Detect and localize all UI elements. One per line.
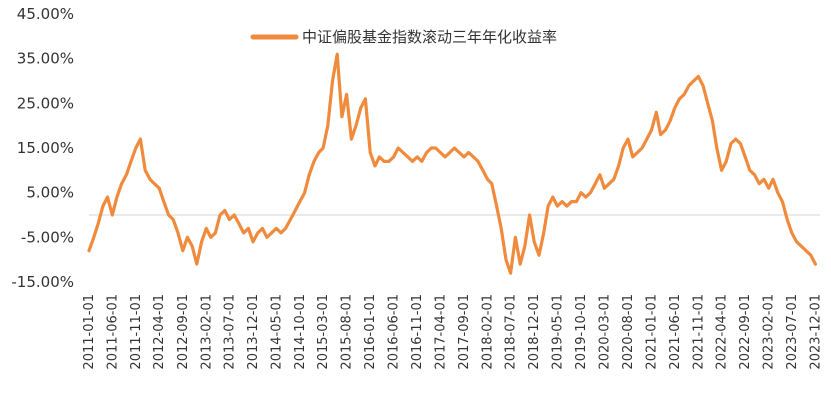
x-tick-label: 2022-04-01	[715, 294, 730, 370]
x-tick-label: 2016-01-01	[363, 294, 378, 370]
x-tick-label: 2012-04-01	[152, 294, 167, 370]
x-tick-label: 2013-02-01	[199, 294, 214, 370]
x-tick-label: 2019-10-01	[574, 294, 589, 370]
y-tick-label: -15.00%	[11, 273, 74, 291]
x-tick-label: 2013-07-01	[222, 294, 237, 370]
x-tick-label: 2011-06-01	[105, 294, 120, 370]
x-tick-label: 2015-03-01	[316, 294, 331, 370]
x-tick-label: 2023-02-01	[762, 294, 777, 370]
x-tick-label: 2018-07-01	[504, 294, 519, 370]
x-tick-label: 2011-11-01	[129, 294, 144, 370]
x-tick-label: 2023-07-01	[785, 294, 800, 370]
y-tick-label: 35.00%	[17, 50, 74, 68]
x-tick-label: 2022-09-01	[738, 294, 753, 370]
series-line	[87, 52, 817, 275]
series-layer	[87, 52, 817, 275]
x-tick-label: 2016-06-01	[387, 294, 402, 370]
legend: 中证偏股基金指数滚动三年年化收益率	[250, 28, 557, 46]
y-tick-label: 45.00%	[17, 5, 74, 23]
x-tick-label: 2020-03-01	[597, 294, 612, 370]
x-tick-label: 2014-10-01	[293, 294, 308, 370]
x-tick-label: 2017-04-01	[433, 294, 448, 370]
x-tick-label: 2023-12-01	[808, 294, 823, 370]
y-tick-label: 15.00%	[17, 139, 74, 157]
x-tick-label: 2018-12-01	[527, 294, 542, 370]
x-tick-label: 2020-08-01	[621, 294, 636, 370]
x-tick-label: 2014-05-01	[269, 294, 284, 370]
x-tick-label: 2021-11-01	[691, 294, 706, 370]
x-tick-label: 2018-02-01	[481, 294, 496, 370]
y-axis: 45.00% 35.00% 25.00% 15.00% 5.00% -5.00% -15.0…	[11, 5, 74, 291]
x-tick-label: 2013-12-01	[246, 294, 261, 370]
x-axis: 2011-01-01 2011-06-01 2011-11-01 2012-04-01…	[82, 294, 823, 370]
y-tick-label: 25.00%	[17, 94, 74, 112]
x-tick-label: 2012-09-01	[176, 294, 191, 370]
y-tick-label: -5.00%	[21, 228, 74, 246]
x-tick-label: 2017-09-01	[457, 294, 472, 370]
x-tick-label: 2015-08-01	[340, 294, 355, 370]
x-tick-label: 2016-11-01	[410, 294, 425, 370]
y-tick-label: 5.00%	[26, 184, 74, 202]
legend-label: 中证偏股基金指数滚动三年年化收益率	[302, 28, 557, 46]
x-tick-label: 2021-06-01	[668, 294, 683, 370]
x-tick-label: 2021-01-01	[645, 294, 660, 370]
x-tick-label: 2011-01-01	[82, 294, 97, 370]
x-tick-label: 2019-05-01	[550, 294, 565, 370]
